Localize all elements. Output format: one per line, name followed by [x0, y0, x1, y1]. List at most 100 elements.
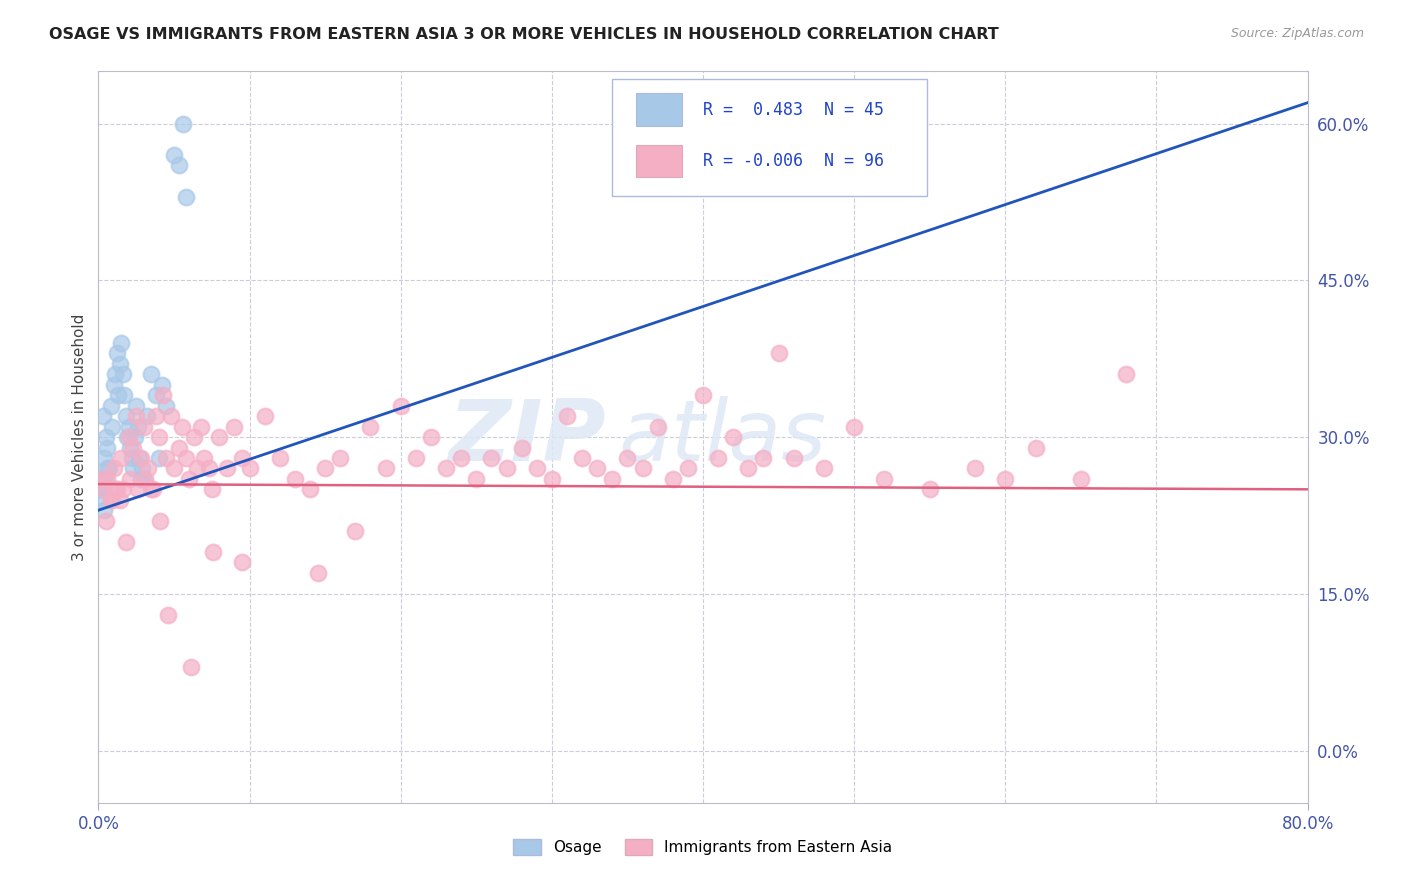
- Point: [110, 450, 132, 465]
- Point: [170, 419, 193, 434]
- Point: [314, 461, 336, 475]
- Point: [141, 483, 163, 497]
- Point: [128, 450, 150, 465]
- Point: [91, 472, 114, 486]
- Point: [676, 461, 699, 475]
- Point: [112, 388, 135, 402]
- Point: [104, 483, 127, 497]
- Point: [253, 409, 276, 424]
- Point: [110, 336, 132, 351]
- Point: [111, 483, 134, 497]
- Point: [737, 461, 759, 475]
- Point: [813, 461, 835, 475]
- Point: [231, 450, 253, 465]
- Point: [103, 461, 125, 475]
- Point: [1024, 441, 1046, 455]
- Point: [132, 472, 155, 486]
- Point: [631, 461, 654, 475]
- Point: [108, 357, 131, 371]
- Point: [405, 450, 427, 465]
- Point: [374, 461, 396, 475]
- Point: [183, 430, 205, 444]
- Point: [180, 660, 202, 674]
- Point: [215, 461, 238, 475]
- Point: [100, 492, 122, 507]
- Point: [118, 430, 141, 444]
- Point: [616, 450, 638, 465]
- Point: [197, 461, 219, 475]
- Point: [540, 472, 562, 486]
- Point: [450, 450, 472, 465]
- Point: [307, 566, 329, 580]
- Point: [571, 450, 593, 465]
- Point: [707, 450, 730, 465]
- Point: [120, 472, 142, 486]
- Point: [844, 419, 866, 434]
- FancyBboxPatch shape: [637, 145, 682, 178]
- Point: [132, 419, 155, 434]
- Point: [145, 388, 167, 402]
- Point: [965, 461, 987, 475]
- Point: [1070, 472, 1092, 486]
- Point: [136, 461, 159, 475]
- Point: [93, 483, 115, 497]
- Point: [148, 430, 170, 444]
- Point: [94, 430, 117, 444]
- Point: [201, 483, 224, 497]
- Point: [96, 441, 118, 455]
- Point: [752, 450, 775, 465]
- Point: [111, 368, 134, 382]
- Point: [602, 472, 624, 486]
- Point: [114, 409, 136, 424]
- Point: [360, 419, 382, 434]
- Point: [94, 472, 117, 486]
- Point: [647, 419, 669, 434]
- Point: [122, 461, 145, 475]
- Point: [495, 461, 517, 475]
- Point: [202, 545, 225, 559]
- Text: ZIP: ZIP: [449, 395, 606, 479]
- Point: [224, 419, 246, 434]
- Point: [114, 534, 136, 549]
- Point: [135, 409, 157, 424]
- Point: [661, 472, 683, 486]
- Point: [122, 441, 145, 455]
- Point: [481, 450, 503, 465]
- Point: [155, 399, 177, 413]
- Point: [91, 409, 114, 424]
- Point: [231, 556, 253, 570]
- Point: [344, 524, 367, 538]
- Point: [155, 450, 177, 465]
- Point: [115, 430, 138, 444]
- Point: [284, 472, 307, 486]
- Point: [193, 450, 215, 465]
- Point: [149, 514, 172, 528]
- Point: [586, 461, 609, 475]
- Point: [526, 461, 548, 475]
- Text: Source: ZipAtlas.com: Source: ZipAtlas.com: [1230, 27, 1364, 40]
- Point: [163, 148, 186, 162]
- Point: [125, 409, 148, 424]
- Point: [141, 368, 163, 382]
- Point: [96, 461, 118, 475]
- Point: [121, 450, 143, 465]
- Point: [420, 430, 443, 444]
- Point: [103, 377, 125, 392]
- Y-axis label: 3 or more Vehicles in Household: 3 or more Vehicles in Household: [72, 313, 87, 561]
- Text: N = 96: N = 96: [824, 152, 884, 170]
- Point: [186, 461, 208, 475]
- Point: [96, 472, 118, 486]
- Text: R = -0.006: R = -0.006: [703, 152, 803, 170]
- Point: [555, 409, 578, 424]
- Point: [90, 472, 112, 486]
- Point: [101, 492, 124, 507]
- Text: OSAGE VS IMMIGRANTS FROM EASTERN ASIA 3 OR MORE VEHICLES IN HOUSEHOLD CORRELATIO: OSAGE VS IMMIGRANTS FROM EASTERN ASIA 3 …: [49, 27, 998, 42]
- Point: [142, 483, 165, 497]
- Point: [100, 399, 122, 413]
- Point: [167, 441, 190, 455]
- Point: [174, 190, 197, 204]
- Point: [93, 503, 115, 517]
- Point: [1115, 368, 1137, 382]
- Point: [148, 450, 170, 465]
- Point: [179, 472, 201, 486]
